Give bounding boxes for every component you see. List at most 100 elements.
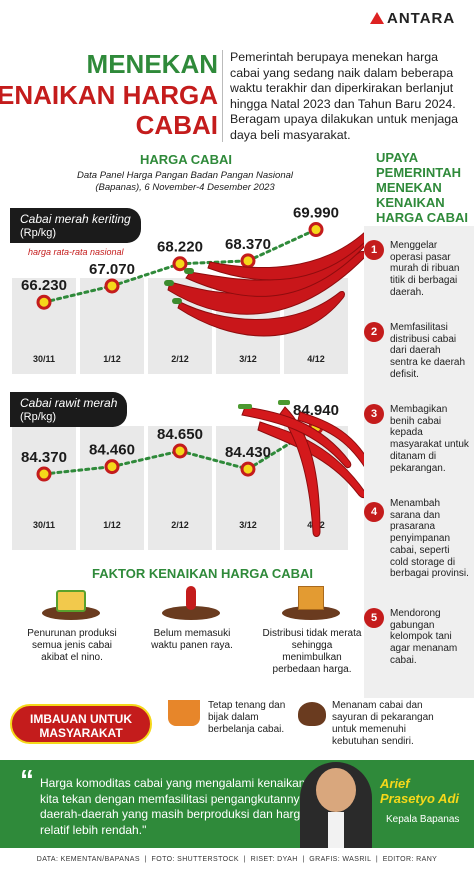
chart-line-segment bbox=[178, 449, 250, 471]
upaya-item-1: Menggelar operasi pasar murah di ribuan … bbox=[390, 240, 460, 298]
seedling-icon bbox=[298, 702, 326, 726]
speaker-name-line2: Prasetyo Adi bbox=[380, 791, 459, 806]
faktor-text-3: Distribusi tidak merata sehingga menimbu… bbox=[262, 628, 362, 675]
chart-keriting-badge: Cabai merah keriting (Rp/kg) bbox=[10, 208, 141, 243]
chart-value-label: 66.230 bbox=[21, 277, 67, 294]
harga-heading: HARGA CABAI bbox=[140, 152, 232, 167]
chart-value-label: 84.430 bbox=[225, 444, 271, 461]
upaya-item-2: Memfasilitasi distribusi cabai dari daer… bbox=[390, 322, 466, 380]
faktor-text-2: Belum memasuki waktu panen raya. bbox=[151, 628, 233, 651]
chili-illustration bbox=[164, 232, 376, 537]
soil-plate-icon-2 bbox=[162, 606, 220, 620]
chart-point bbox=[172, 443, 188, 459]
quote-bar bbox=[0, 760, 474, 848]
box-icon bbox=[298, 586, 324, 610]
faktor-text-1: Penurunan produksi semua jenis cabai aki… bbox=[27, 628, 117, 663]
chart-value-label: 68.370 bbox=[225, 236, 271, 253]
footer-data: DATA: KEMENTAN/BAPANAS bbox=[36, 856, 140, 863]
chart-point bbox=[36, 466, 52, 482]
chart-value-label: 67.070 bbox=[89, 261, 135, 278]
chart-rawit-title: Cabai rawit merah bbox=[20, 396, 118, 410]
title-divider bbox=[222, 50, 223, 142]
title-line-3-text: CABAI bbox=[135, 110, 218, 140]
chart-point bbox=[172, 256, 188, 272]
chart-line-segment bbox=[110, 262, 182, 288]
antara-mark-icon bbox=[370, 12, 384, 24]
chart-value-label: 69.990 bbox=[293, 205, 339, 222]
speaker-photo bbox=[300, 762, 372, 848]
basket-icon bbox=[168, 700, 200, 726]
chart-line-segment bbox=[42, 465, 114, 476]
chili-plant-icon bbox=[186, 586, 196, 610]
chart-value-label: 84.460 bbox=[89, 442, 135, 459]
upaya-number-5: 5 bbox=[364, 608, 384, 628]
chart-line-segment bbox=[246, 228, 318, 263]
quote-mark-icon: “ bbox=[20, 764, 34, 795]
title-line-2-text: KENAIKAN HARGA bbox=[0, 80, 218, 110]
footer-riset: RISET: DYAH bbox=[250, 856, 298, 863]
chart-column-bg bbox=[12, 426, 76, 550]
imbauan-text-1: Tetap tenang dan bijak dalam berbelanja … bbox=[208, 700, 286, 735]
chart-keriting-unit: (Rp/kg) bbox=[20, 227, 57, 239]
chart-point bbox=[36, 294, 52, 310]
chart-keriting-title: Cabai merah keriting bbox=[20, 212, 131, 226]
faktor-icon-3 bbox=[282, 584, 342, 622]
speaker-shirt bbox=[328, 812, 344, 848]
logo-text: ANTARA bbox=[387, 10, 456, 27]
upaya-number-1: 1 bbox=[364, 240, 384, 260]
upaya-number-2: 2 bbox=[364, 322, 384, 342]
bird-chili-image bbox=[241, 406, 376, 537]
speaker-name-line1: Arief bbox=[380, 776, 410, 791]
chart-rawit-unit: (Rp/kg) bbox=[20, 411, 57, 423]
chart-column-bg bbox=[216, 426, 280, 550]
footer-grafis: GRAFIS: WASRIL bbox=[309, 856, 372, 863]
chart-value-label: 68.220 bbox=[157, 239, 203, 256]
chart-value-label: 84.650 bbox=[157, 426, 203, 443]
drought-field-icon bbox=[56, 590, 86, 612]
faktor-heading: FAKTOR KENAIKAN HARGA CABAI bbox=[92, 566, 313, 581]
imbauan-text-2: Menanam cabai dan sayuran di pekarangan … bbox=[332, 700, 434, 747]
intro-paragraph: Pemerintah berupaya menekan harga cabai … bbox=[230, 50, 458, 142]
chart-point bbox=[104, 278, 120, 294]
upaya-heading: UPAYA PEMERINTAH MENEKAN KENAIKAN HARGA … bbox=[376, 150, 468, 225]
bird-chili-stems bbox=[238, 400, 290, 409]
faktor-icon-2 bbox=[162, 586, 222, 622]
chart-tick-label: 3/12 bbox=[239, 520, 257, 530]
chart-point bbox=[240, 461, 256, 477]
imbauan-badge: IMBAUAN UNTUK MASYARAKAT bbox=[10, 704, 152, 744]
upaya-number-3: 3 bbox=[364, 404, 384, 424]
footer-credits: DATA: KEMENTAN/BAPANAS | FOTO: SHUTTERST… bbox=[36, 856, 438, 863]
chart-tick-label: 1/12 bbox=[103, 520, 121, 530]
soil-plate-icon-3 bbox=[282, 606, 340, 620]
upaya-item-5: Mendorong gabungan kelompok tani agar me… bbox=[390, 608, 458, 666]
chart-tick-label: 30/11 bbox=[33, 520, 55, 530]
chart-tick-label: 2/12 bbox=[171, 520, 189, 530]
chart-point bbox=[308, 222, 324, 238]
footer-foto: FOTO: SHUTTERSTOCK bbox=[151, 856, 239, 863]
chart-column-bg bbox=[12, 278, 76, 374]
quote-text: Harga komoditas cabai yang mengalami ken… bbox=[40, 776, 330, 837]
chart-value-label: 84.370 bbox=[21, 449, 67, 466]
chart-column-bg bbox=[80, 278, 144, 374]
upaya-item-4: Menambah sarana dan prasarana penyimpana… bbox=[390, 498, 469, 580]
green-stems bbox=[164, 268, 194, 304]
chart-column-bg bbox=[80, 426, 144, 550]
speaker-face bbox=[316, 768, 356, 812]
chart-line-segment bbox=[110, 449, 182, 469]
speaker-name: Arief Prasetyo Adi bbox=[380, 776, 459, 806]
harga-source: Data Panel Harga Pangan Badan Pangan Nas… bbox=[76, 170, 294, 193]
chart-tick-label: 3/12 bbox=[239, 354, 257, 364]
chart-line-segment bbox=[42, 284, 114, 304]
chart-tick-label: 30/11 bbox=[33, 354, 55, 364]
footer-editor: EDITOR: RANY bbox=[382, 856, 438, 863]
chart-tick-label: 1/12 bbox=[103, 354, 121, 364]
avg-note: harga rata-rata nasional bbox=[28, 247, 124, 257]
red-chili-image bbox=[167, 232, 371, 337]
antara-logo: ANTARA bbox=[370, 10, 455, 27]
upaya-item-3: Membagikan benih cabai kepada masyarakat… bbox=[390, 404, 469, 474]
chart-rawit-badge: Cabai rawit merah (Rp/kg) bbox=[10, 392, 128, 427]
upaya-number-4: 4 bbox=[364, 502, 384, 522]
title-line-1: MENEKAN bbox=[86, 49, 218, 79]
chart-tick-label: 4/12 bbox=[307, 354, 325, 364]
title-line-2: KENAIKAN HARGA CABAI bbox=[0, 80, 218, 140]
